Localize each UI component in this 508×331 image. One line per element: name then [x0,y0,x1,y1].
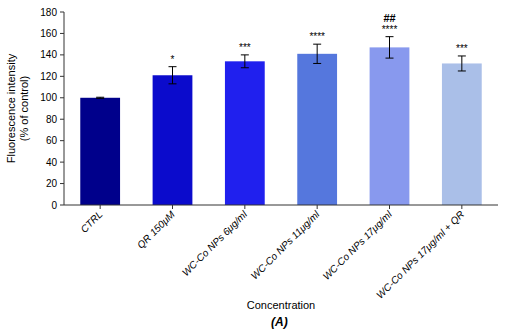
y-tick [60,12,64,13]
y-axis-line [64,12,65,205]
x-axis-label: Concentration [247,299,316,311]
y-tick-label: 20 [46,178,58,189]
y-tick [60,140,64,141]
x-tick [172,205,173,209]
error-bar-cap [386,58,394,59]
y-axis-label-line: Fluorescence intensity [5,53,17,163]
error-bar [169,67,177,84]
y-tick [60,205,64,206]
y-tick-label: 120 [40,71,57,82]
error-bar [386,37,394,58]
bar [153,75,193,205]
subtitle: (A) [271,315,288,329]
chart-container: ************##***02040608010012014016018… [0,0,508,331]
error-bar-cap [241,67,249,68]
chart-svg: ************##***02040608010012014016018… [0,0,508,331]
y-tick-label: 160 [40,28,57,39]
y-tick [60,119,64,120]
plot-area [80,37,481,205]
error-bar-cap [169,83,177,84]
error-bar [96,97,104,98]
y-tick-label: 40 [46,157,58,168]
y-tick-label: 180 [40,7,57,18]
x-tick [461,205,462,209]
error-bar-cap [386,36,394,37]
y-tick-label: 140 [40,49,57,60]
y-axis-label: Fluorescence intensity(% of control) [5,53,30,163]
y-tick [60,54,64,55]
error-bar-cap [96,98,104,99]
y-tick [60,162,64,163]
y-tick-label: 60 [46,135,58,146]
significance-label: *** [239,42,251,53]
y-tick-label: 100 [40,92,57,103]
bar [225,61,265,205]
y-tick [60,76,64,77]
x-tick [244,205,245,209]
error-bar-cap [313,44,321,45]
error-bar-line [172,67,173,84]
y-tick-label: 80 [46,114,58,125]
error-bar-cap [169,66,177,67]
error-bar-cap [241,54,249,55]
y-tick [60,33,64,34]
error-bar-cap [313,63,321,64]
error-bar-cap [96,97,104,98]
x-tick-label: WC-Co NPs 11μg/ml [249,208,322,281]
significance-label: **** [382,24,398,35]
bar [297,54,337,205]
y-tick [60,97,64,98]
error-bar [313,44,321,63]
bar [80,98,120,205]
significance-label: **** [309,31,325,42]
x-axis-line [64,205,498,206]
hash-label: ## [383,12,395,24]
error-bar-line [389,37,390,58]
error-bar-cap [458,70,466,71]
error-bar-line [244,55,245,68]
x-tick-label: CTRL [78,209,104,235]
error-bar [241,55,249,68]
x-tick-label: WC-Co NPs 17μg/ml + QR [374,209,466,301]
bar [442,63,482,205]
error-bar-line [461,56,462,71]
x-tick [389,205,390,209]
x-tick-label: QR 150μM [135,208,177,250]
y-tick [60,183,64,184]
x-tick [317,205,318,209]
error-bar [458,56,466,71]
bar [370,47,410,205]
x-tick [100,205,101,209]
significance-label: *** [456,43,468,54]
x-tick-label: WC-Co NPs 17μg/ml [321,208,395,282]
x-tick-label: WC-Co NPs 6μg/ml [180,208,250,278]
error-bar-cap [458,55,466,56]
y-axis-label-line: (% of control) [18,76,30,141]
significance-label: * [171,54,175,65]
y-tick-label: 0 [51,200,57,211]
error-bar-line [317,44,318,63]
